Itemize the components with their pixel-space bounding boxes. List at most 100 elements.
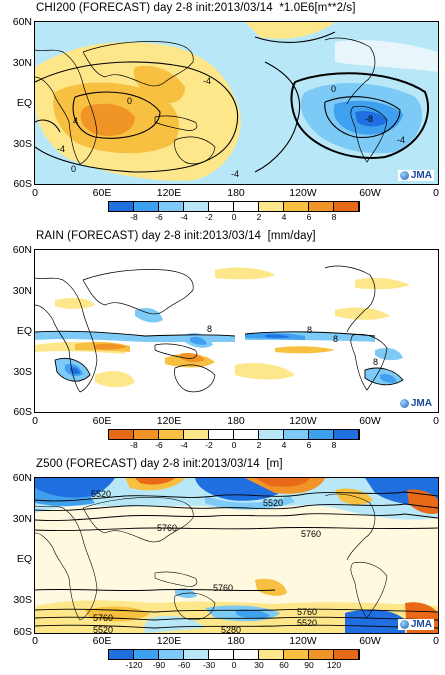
contour-label: -4	[231, 169, 239, 179]
colorbar-swatch	[159, 430, 184, 439]
xlabel: 60E	[92, 415, 112, 427]
contour-label: 0	[127, 96, 132, 106]
contour-label: 0	[331, 84, 336, 94]
colorbar-tick-label: -8	[130, 440, 138, 450]
xlabel: 180	[227, 415, 245, 427]
contour-label: 8	[207, 324, 212, 334]
panel-title: CHI200 (FORECAST) day 2-8 init:2013/03/1…	[36, 2, 356, 14]
contour-label: 5760	[213, 583, 233, 593]
colorbar-swatch	[259, 430, 284, 439]
ylabel-60s: 60S	[13, 406, 32, 418]
colorbar-tick-label: 4	[281, 212, 287, 222]
colorbar-swatch	[334, 202, 359, 211]
jma-logo-text: JMA	[410, 619, 432, 630]
colorbar-tick-label: 6	[306, 440, 312, 450]
colorbar-swatch	[134, 202, 159, 211]
colorbar-tick-label: -60	[177, 660, 191, 670]
ylabel-30n: 30N	[12, 513, 32, 525]
colorbar-labels: -8 -6 -4 -2 0 2 4 6 8	[0, 440, 445, 452]
ylabel-30s: 30S	[13, 138, 32, 150]
contour-label: 5520	[263, 498, 283, 508]
contour-label: 5760	[93, 613, 113, 623]
colorbar-swatch	[109, 430, 134, 439]
xlabel: 60E	[92, 635, 112, 647]
contour-label: -4	[203, 76, 211, 86]
colorbar-swatch	[284, 202, 309, 211]
colorbar	[108, 429, 360, 440]
contour-label: 5760	[157, 523, 177, 533]
colorbar-tick-label: 0	[231, 440, 237, 450]
jma-globe-icon	[399, 171, 409, 180]
contour-label: 5760	[301, 529, 321, 539]
xlabel: 120E	[156, 415, 182, 427]
colorbar-tick-label: 4	[281, 440, 287, 450]
xlabel: 120W	[289, 187, 317, 199]
colorbar-swatch	[309, 430, 334, 439]
colorbar-swatch	[234, 430, 259, 439]
ylabel-eq: EQ	[16, 325, 32, 337]
colorbar-swatch	[209, 202, 234, 211]
xlabel: 60W	[359, 635, 381, 647]
panel-title: RAIN (FORECAST) day 2-8 init:2013/03/14 …	[36, 230, 316, 242]
rain-contour-labels: 8 8 8 8	[207, 324, 378, 367]
xlabel: 120E	[156, 635, 182, 647]
colorbar-swatch	[109, 202, 134, 211]
z500-map-svg: 5520 5520 5760 5760 5760 5520 5760 5520 …	[35, 478, 438, 633]
contour-label: 5520	[93, 625, 113, 633]
colorbar-swatch	[284, 430, 309, 439]
colorbar-swatch	[334, 430, 359, 439]
ylabel-60s: 60S	[13, 178, 32, 190]
colorbar-swatch	[109, 650, 134, 659]
ylabel-60n: 60N	[12, 16, 32, 28]
contour-label: -8	[365, 114, 373, 124]
contour-label: 5520	[91, 489, 111, 499]
z500-panel: Z500 (FORECAST) day 2-8 init:2013/03/14 …	[0, 458, 445, 675]
xlabel: 120W	[289, 415, 317, 427]
colorbar-tick-label: -30	[202, 660, 216, 670]
colorbar-swatch	[234, 202, 259, 211]
colorbar-swatch	[184, 430, 209, 439]
ylabel-eq: EQ	[16, 553, 32, 565]
colorbar	[108, 649, 360, 660]
colorbar-swatch	[309, 202, 334, 211]
colorbar-labels: -8 -6 -4 -2 0 2 4 6 8	[0, 212, 445, 224]
colorbar-tick-label: -6	[155, 440, 163, 450]
colorbar-swatch	[184, 202, 209, 211]
colorbar-tick-label: 0	[231, 212, 237, 222]
rain-map-svg: 8 8 8 8	[35, 250, 438, 412]
xlabel: 120W	[289, 635, 317, 647]
ylabel-30s: 30S	[13, 366, 32, 378]
contour-label: 8	[373, 357, 378, 367]
chi200-map-svg: -4 0 4 -4 0 -4 -8 -4 0	[35, 22, 438, 184]
xlabel: 120E	[156, 187, 182, 199]
xlabel: 180	[227, 635, 245, 647]
contour-label: 5520	[297, 618, 317, 628]
colorbar-tick-label: -2	[205, 212, 213, 222]
chi200-contour-labels: -4 0 4 -4 0 -4 -8 -4 0	[57, 76, 405, 179]
ylabel-60s: 60S	[13, 626, 32, 638]
xlabel: 60E	[92, 187, 112, 199]
contour-label: 8	[307, 325, 312, 335]
colorbar-tick-label: 2	[256, 212, 262, 222]
colorbar-tick-label: 6	[306, 212, 312, 222]
colorbar-swatch	[209, 650, 234, 659]
colorbar-labels: -120 -90 -60 -30 0 30 60 90 120	[0, 660, 445, 672]
colorbar-swatch	[159, 202, 184, 211]
xlabel: 180	[227, 187, 245, 199]
chi200-panel: CHI200 (FORECAST) day 2-8 init:2013/03/1…	[0, 2, 445, 222]
contour-label: -4	[397, 135, 405, 145]
jma-logo: JMA	[397, 398, 434, 409]
colorbar-tick-label: -120	[125, 660, 143, 670]
colorbar-tick-label: -90	[152, 660, 166, 670]
jma-globe-icon	[399, 399, 409, 408]
xlabel: 0	[32, 415, 38, 427]
contour-label: 8	[333, 334, 338, 344]
xlabel: 60W	[359, 187, 381, 199]
ylabel-60n: 60N	[12, 472, 32, 484]
chi200-map: -4 0 4 -4 0 -4 -8 -4 0 JMA	[34, 21, 439, 185]
xlabel: 0	[433, 415, 439, 427]
colorbar-swatch	[259, 202, 284, 211]
rain-map: 8 8 8 8 JMA	[34, 249, 439, 413]
z500-map: 5520 5520 5760 5760 5760 5520 5760 5520 …	[34, 477, 439, 634]
jma-logo-text: JMA	[410, 398, 432, 409]
